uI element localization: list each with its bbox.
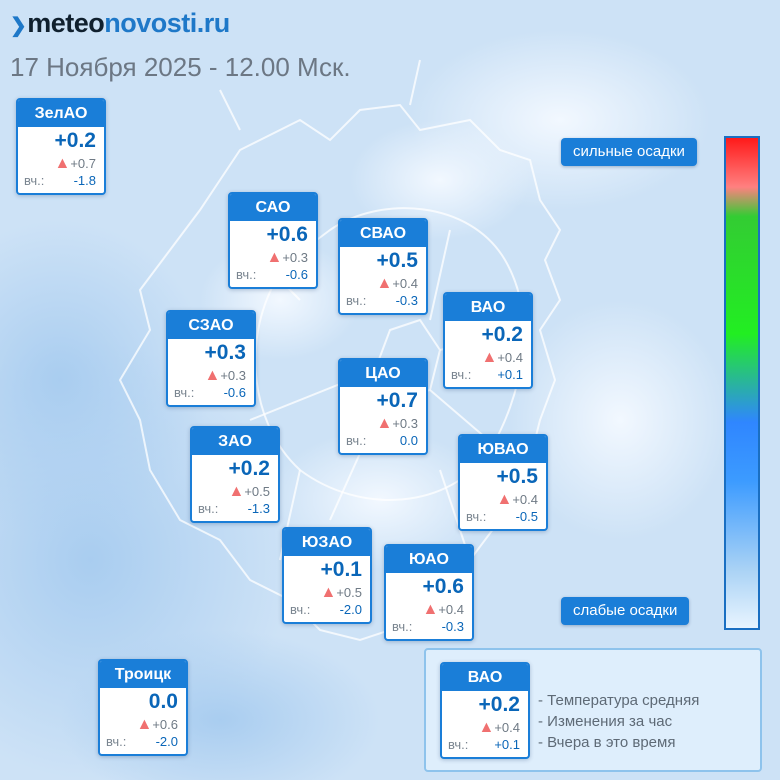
district-yesterday: вч.: -0.3 [346,293,418,308]
district-change: ▲+0.5 [320,584,362,601]
district-yesterday: вч.: -2.0 [106,734,178,749]
triangle-up-icon: ▲ [478,719,495,736]
district-name: Троицк [100,661,186,688]
triangle-up-icon: ▲ [54,155,71,172]
district-yesterday: вч.: +0.1 [448,737,520,752]
district-name: СЗАО [168,312,254,339]
triangle-up-icon: ▲ [204,367,221,384]
district-card-szao: СЗАО +0.3 ▲+0.3 вч.: -0.6 [166,310,256,407]
district-yesterday: вч.: +0.1 [451,367,523,382]
district-temp: +0.1 [320,558,362,581]
district-name: ЮЗАО [284,529,370,556]
district-yesterday: вч.: 0.0 [346,433,418,448]
district-temp: +0.2 [481,323,523,346]
triangle-up-icon: ▲ [320,584,337,601]
district-change: ▲+0.4 [481,349,523,366]
district-yesterday: вч.: -2.0 [290,602,362,617]
legend-descriptions: - Температура средняя - Изменения за час… [538,690,699,753]
site-logo[interactable]: ❯meteonovosti.ru [10,8,230,38]
legend-sample-card: ВАО +0.2 ▲+0.4 вч.: +0.1 [440,662,530,759]
triangle-up-icon: ▲ [228,483,245,500]
district-change: ▲+0.4 [478,719,520,736]
district-temp: +0.6 [422,575,464,598]
scale-label-strong: сильные осадки [561,138,697,166]
district-yesterday: вч.: -0.5 [466,509,538,524]
district-temp: +0.5 [376,249,418,272]
district-card-sao: САО +0.6 ▲+0.3 вч.: -0.6 [228,192,318,289]
triangle-up-icon: ▲ [136,716,153,733]
district-card-zao: ЗАО +0.2 ▲+0.5 вч.: -1.3 [190,426,280,523]
district-name: СВАО [340,220,426,247]
triangle-up-icon: ▲ [422,601,439,618]
district-change: ▲+0.4 [496,491,538,508]
triangle-up-icon: ▲ [481,349,498,366]
district-temp: +0.5 [496,465,538,488]
district-yesterday: вч.: -0.3 [392,619,464,634]
district-name: ВАО [442,664,528,691]
district-card-tsao: ЦАО +0.7 ▲+0.3 вч.: 0.0 [338,358,428,455]
district-name: САО [230,194,316,221]
district-name: ЮВАО [460,436,546,463]
district-card-vao: ВАО +0.2 ▲+0.4 вч.: +0.1 [443,292,533,389]
district-change: ▲+0.7 [54,155,96,172]
district-yesterday: вч.: -0.6 [174,385,246,400]
district-change: ▲+0.4 [376,275,418,292]
district-name: ЗелАО [18,100,104,127]
district-change: ▲+0.5 [228,483,270,500]
triangle-up-icon: ▲ [376,275,393,292]
district-card-yuzao: ЮЗАО +0.1 ▲+0.5 вч.: -2.0 [282,527,372,624]
district-name: ВАО [445,294,531,321]
district-yesterday: вч.: -0.6 [236,267,308,282]
district-change: ▲+0.3 [266,249,308,266]
district-change: ▲+0.4 [422,601,464,618]
district-name: ЮАО [386,546,472,573]
triangle-up-icon: ▲ [266,249,283,266]
district-temp: +0.3 [204,341,246,364]
legend-line-temperature: - Температура средняя [538,692,700,709]
district-temp: +0.6 [266,223,308,246]
triangle-up-icon: ▲ [376,415,393,432]
district-card-yuvao: ЮВАО +0.5 ▲+0.4 вч.: -0.5 [458,434,548,531]
district-change: ▲+0.3 [376,415,418,432]
legend-panel: ВАО +0.2 ▲+0.4 вч.: +0.1 - Температура ср… [424,648,762,772]
district-name: ЦАО [340,360,426,387]
district-change: ▲+0.3 [204,367,246,384]
district-card-troitsk: Троицк 0.0 ▲+0.6 вч.: -2.0 [98,659,188,756]
triangle-up-icon: ▲ [496,491,513,508]
district-temp: 0.0 [148,690,178,713]
district-yesterday: вч.: -1.8 [24,173,96,188]
district-temp: +0.2 [228,457,270,480]
legend-line-yesterday: - Вчера в это время [538,734,676,751]
district-card-zelao: ЗелАО +0.2 ▲+0.7 вч.: -1.8 [16,98,106,195]
scale-label-weak: слабые осадки [561,597,690,625]
district-yesterday: вч.: -1.3 [198,501,270,516]
district-name: ЗАО [192,428,278,455]
district-card-yuao: ЮАО +0.6 ▲+0.4 вч.: -0.3 [384,544,474,641]
precipitation-scale-bar [724,136,760,630]
district-temp: +0.2 [54,129,96,152]
district-temp: +0.7 [376,389,418,412]
logo-mark-icon: ❯ [10,15,27,37]
district-card-svao: СВАО +0.5 ▲+0.4 вч.: -0.3 [338,218,428,315]
district-temp: +0.2 [478,693,520,716]
legend-line-change: - Изменения за час [538,713,673,730]
date-time: 17 Ноября 2025 - 12.00 Мск. [10,52,351,82]
district-change: ▲+0.6 [136,716,178,733]
